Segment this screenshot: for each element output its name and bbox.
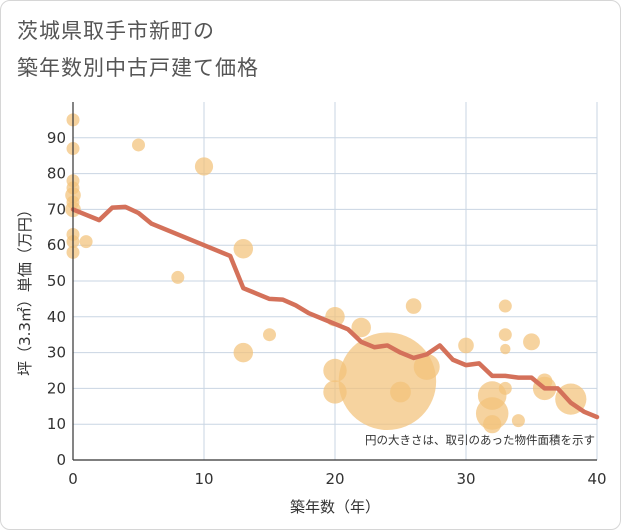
y-tick-label: 60 [47, 236, 66, 254]
data-point-bubble [458, 337, 474, 354]
x-tick-label: 40 [587, 470, 606, 488]
data-point-bubble [405, 298, 422, 314]
data-point-bubble [132, 138, 145, 152]
y-tick-label: 0 [56, 451, 66, 469]
data-point-bubble [498, 299, 512, 313]
data-point-bubble [263, 328, 276, 342]
bubble-size-note: 円の大きさは、取引のあった物件面積を示す [365, 433, 595, 447]
x-tick-label: 30 [456, 470, 475, 488]
data-point-bubble [483, 415, 502, 434]
y-tick-label: 80 [47, 165, 66, 183]
data-point-bubble [500, 343, 511, 355]
y-axis-label: 坪（3.3㎡）単価（万円） [16, 202, 34, 376]
data-point-bubble [498, 381, 512, 395]
y-tick-label: 50 [47, 272, 66, 290]
tick-layer: 0 10 20 30 40 50 60 70 80 90 0 10 20 30 40 [47, 129, 607, 488]
bubble-layer [65, 113, 587, 434]
y-tick-label: 30 [47, 344, 66, 362]
chart-title-line-2: 築年数別中古戸建て価格 [17, 56, 259, 80]
data-point-bubble [233, 342, 254, 363]
data-point-bubble [413, 353, 440, 380]
y-tick-label: 70 [47, 200, 66, 218]
y-tick-label: 40 [47, 308, 66, 326]
data-point-bubble [233, 239, 254, 259]
y-tick-label: 10 [47, 415, 66, 433]
x-axis-label: 築年数（年） [290, 498, 380, 516]
chart-title: 茨城県取手市新町の 築年数別中古戸建て価格 [17, 13, 259, 87]
chart-title-line-1: 茨城県取手市新町の [17, 19, 215, 43]
grid-layer [73, 102, 598, 460]
y-tick-label: 20 [47, 379, 66, 397]
data-point-bubble [351, 317, 371, 338]
x-tick-label: 20 [325, 470, 344, 488]
x-tick-label: 0 [68, 470, 78, 488]
y-tick-label: 90 [47, 129, 66, 147]
data-point-bubble [79, 235, 93, 249]
data-point-bubble [390, 381, 411, 403]
axis-layer [72, 102, 597, 461]
x-tick-label: 10 [194, 470, 213, 488]
data-point-bubble [498, 328, 512, 342]
data-point-bubble [171, 270, 185, 284]
trend-layer [70, 204, 600, 420]
trend-line [70, 204, 600, 420]
data-point-bubble [511, 414, 525, 428]
data-point-bubble [194, 157, 214, 176]
data-point-bubble [523, 333, 540, 351]
